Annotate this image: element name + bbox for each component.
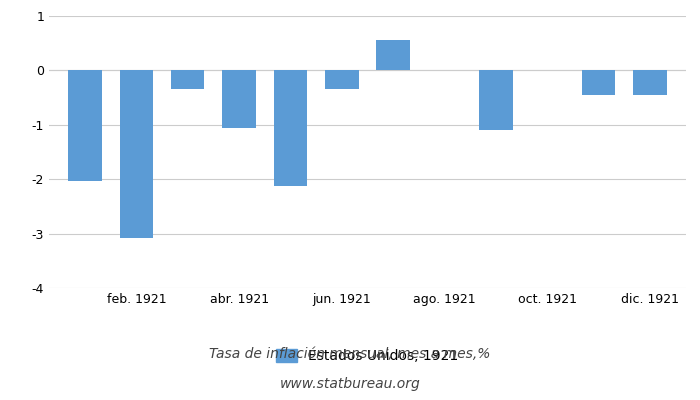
Bar	[480, 70, 512, 130]
Bar	[120, 70, 153, 238]
Bar	[634, 70, 666, 96]
Text: Tasa de inflación mensual, mes a mes,%: Tasa de inflación mensual, mes a mes,%	[209, 347, 491, 361]
Text: www.statbureau.org: www.statbureau.org	[279, 377, 421, 391]
Bar	[69, 70, 102, 181]
Legend: Estados Unidos, 1921: Estados Unidos, 1921	[271, 344, 464, 369]
Bar	[377, 40, 410, 70]
Bar	[325, 70, 358, 90]
Bar	[171, 70, 204, 90]
Bar	[223, 70, 256, 128]
Bar	[274, 70, 307, 186]
Bar	[582, 70, 615, 96]
